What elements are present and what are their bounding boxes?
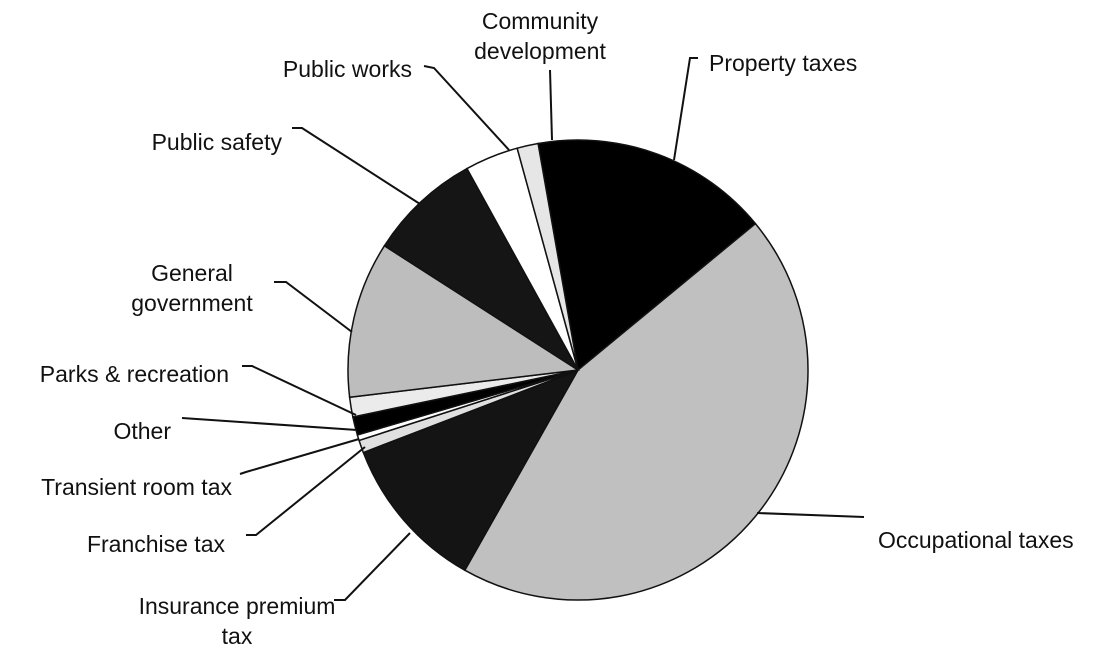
leader-line-insurance-premium-tax [334, 532, 411, 601]
leader-line-public-safety [292, 127, 421, 205]
label-franchise-tax: Franchise tax [87, 531, 226, 557]
label-other: Other [113, 418, 171, 444]
leader-line-franchise-tax [246, 446, 366, 536]
leader-line-property-taxes [673, 57, 698, 161]
label-transient-room-tax: Transient room tax [41, 474, 232, 500]
pie-slice-property-taxes [537, 139, 757, 372]
label-parks-recreation: Parks & recreation [40, 361, 229, 387]
leader-line-transient-room-tax [239, 438, 360, 475]
leader-line-community-development [549, 69, 553, 141]
label-general-government: General [151, 260, 233, 286]
label-insurance-premium-tax: Insurance premium [139, 593, 336, 619]
pie-slice-community-development [516, 142, 579, 371]
slice-labels: Property taxes Occupational taxes Insura… [40, 8, 1074, 649]
label-insurance-premium-tax-line2: tax [222, 623, 253, 649]
label-community-development-line2: development [474, 38, 606, 64]
pie-slices [347, 139, 809, 601]
label-occupational-taxes: Occupational taxes [878, 527, 1074, 553]
pie-slice-insurance-premium-tax [362, 368, 580, 572]
label-public-works: Public works [283, 56, 412, 82]
label-property-taxes: Property taxes [709, 50, 857, 76]
leader-line-occupational-taxes [756, 512, 865, 518]
leader-line-other [181, 417, 358, 431]
label-community-development: Community [482, 8, 599, 34]
leader-line-parks-recreation [242, 365, 357, 416]
leader-line-public-works [423, 65, 510, 151]
leader-lines [181, 57, 865, 601]
label-general-government-line2: government [131, 290, 253, 316]
leader-line-general-government [274, 281, 353, 333]
pie-slice-public-safety [383, 167, 579, 371]
pie-slice-general-government [347, 244, 581, 399]
label-public-safety: Public safety [152, 129, 283, 155]
pie-slice-occupational-taxes [463, 222, 809, 601]
